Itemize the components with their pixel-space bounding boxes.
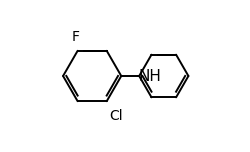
- Text: Cl: Cl: [109, 109, 122, 123]
- Text: NH: NH: [139, 69, 162, 84]
- Text: F: F: [72, 30, 80, 44]
